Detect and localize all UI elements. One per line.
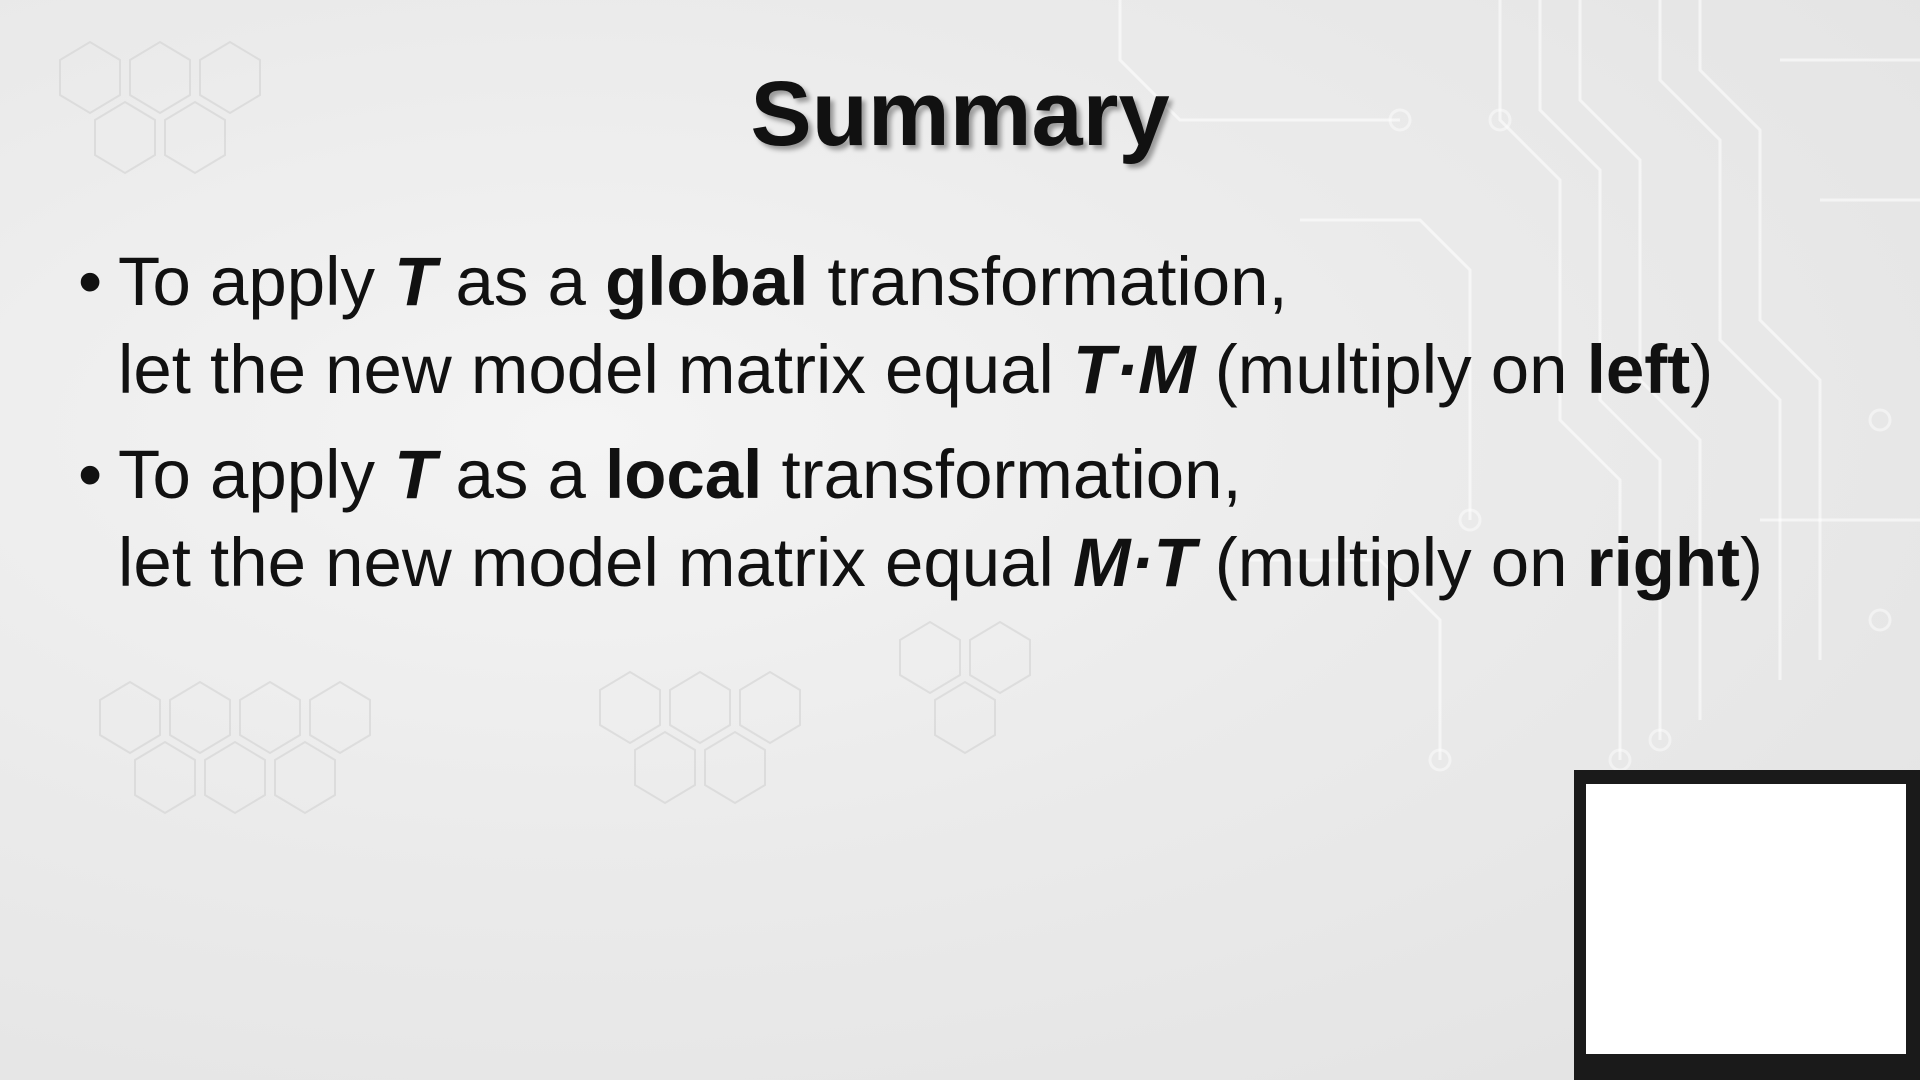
text-segment: as a — [436, 243, 606, 320]
keyword-right: right — [1586, 524, 1741, 601]
text-segment: (multiply on — [1195, 331, 1587, 408]
bullet-marker: • — [78, 243, 103, 320]
text-segment: let the new model matrix equal — [118, 331, 1073, 408]
bullet-marker: • — [78, 436, 103, 513]
webcam-overlay — [1574, 770, 1920, 1080]
slide-title: Summary — [750, 63, 1170, 165]
bullet-line-1: To apply T as a global transformation, — [118, 238, 1898, 326]
matrix-symbol: T — [394, 436, 437, 513]
keyword-local: local — [605, 436, 763, 513]
bullet-global-transformation: • To apply T as a global transformation,… — [78, 238, 1898, 414]
matrix-expression: T·M — [1072, 331, 1196, 408]
webcam-screen — [1586, 784, 1906, 1054]
keyword-global: global — [605, 243, 809, 320]
matrix-expression: M·T — [1072, 524, 1196, 601]
keyword-left: left — [1586, 331, 1691, 408]
text-segment: as a — [436, 436, 606, 513]
bullet-list: • To apply T as a global transformation,… — [78, 238, 1898, 624]
text-segment: transformation, — [762, 436, 1242, 513]
text-segment: To apply — [118, 436, 395, 513]
text-segment: ) — [1740, 524, 1763, 601]
bullet-line-1: To apply T as a local transformation, — [118, 431, 1898, 519]
text-segment: ) — [1690, 331, 1714, 408]
text-segment: transformation, — [808, 243, 1288, 320]
text-segment: To apply — [118, 243, 395, 320]
bullet-line-2: let the new model matrix equal T·M (mult… — [118, 326, 1898, 414]
matrix-symbol: T — [394, 243, 437, 320]
bullet-local-transformation: • To apply T as a local transformation, … — [78, 431, 1898, 607]
bullet-line-2: let the new model matrix equal M·T (mult… — [118, 519, 1898, 607]
text-segment: (multiply on — [1195, 524, 1587, 601]
text-segment: let the new model matrix equal — [118, 524, 1073, 601]
